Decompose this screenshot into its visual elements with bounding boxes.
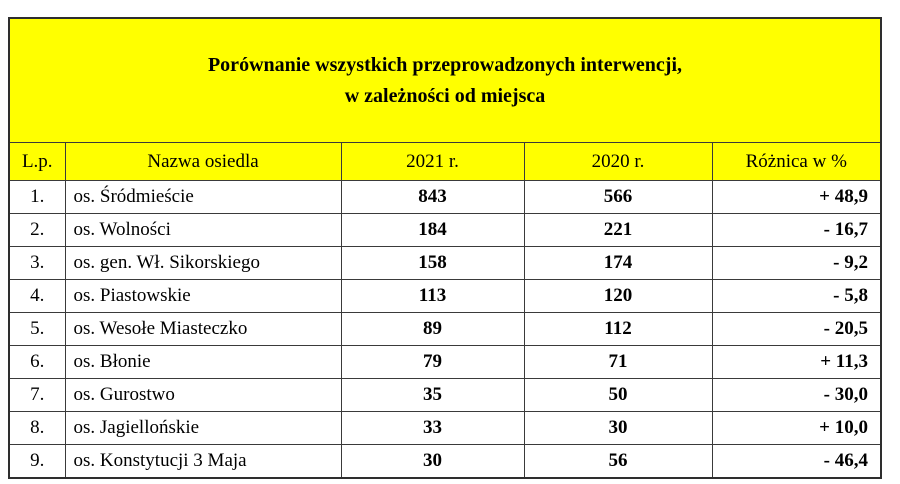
row-2021: 158 — [340, 246, 525, 280]
row-name: os. Gurostwo — [64, 378, 342, 412]
table-row: 4. os. Piastowskie 113 120 - 5,8 — [8, 279, 882, 313]
header-row: L.p. Nazwa osiedla 2021 r. 2020 r. Różni… — [8, 142, 882, 181]
row-lp: 8. — [8, 411, 66, 445]
interventions-table: Porównanie wszystkich przeprowadzonych i… — [8, 17, 882, 479]
column-header-lp: L.p. — [8, 142, 66, 181]
table-title-line1: Porównanie wszystkich przeprowadzonych i… — [207, 53, 683, 76]
row-2021: 79 — [340, 345, 525, 379]
table-title: Porównanie wszystkich przeprowadzonych i… — [8, 17, 882, 143]
row-2020: 30 — [523, 411, 713, 445]
column-header-2021: 2021 r. — [340, 142, 525, 181]
row-2021: 35 — [340, 378, 525, 412]
row-diff: - 30,0 — [711, 378, 882, 412]
row-2020: 221 — [523, 213, 713, 247]
table-row: 1. os. Śródmieście 843 566 + 48,9 — [8, 180, 882, 214]
row-name: os. gen. Wł. Sikorskiego — [64, 246, 342, 280]
row-2020: 120 — [523, 279, 713, 313]
row-2021: 30 — [340, 444, 525, 479]
row-name: os. Śródmieście — [64, 180, 342, 214]
table-row: 2. os. Wolności 184 221 - 16,7 — [8, 213, 882, 247]
row-2020: 56 — [523, 444, 713, 479]
row-diff: + 48,9 — [711, 180, 882, 214]
row-diff: - 9,2 — [711, 246, 882, 280]
row-lp: 7. — [8, 378, 66, 412]
table-row: 5. os. Wesołe Miasteczko 89 112 - 20,5 — [8, 312, 882, 346]
table-row: 9. os. Konstytucji 3 Maja 30 56 - 46,4 — [8, 444, 882, 479]
row-lp: 4. — [8, 279, 66, 313]
title-row: Porównanie wszystkich przeprowadzonych i… — [8, 17, 882, 143]
table-row: 3. os. gen. Wł. Sikorskiego 158 174 - 9,… — [8, 246, 882, 280]
row-lp: 5. — [8, 312, 66, 346]
row-diff: - 46,4 — [711, 444, 882, 479]
row-2020: 112 — [523, 312, 713, 346]
row-2020: 566 — [523, 180, 713, 214]
table-title-line2: w zależności od miejsca — [344, 84, 546, 107]
row-lp: 1. — [8, 180, 66, 214]
row-diff: - 5,8 — [711, 279, 882, 313]
row-2020: 50 — [523, 378, 713, 412]
row-2021: 113 — [340, 279, 525, 313]
row-2021: 184 — [340, 213, 525, 247]
row-2021: 89 — [340, 312, 525, 346]
row-name: os. Jagiellońskie — [64, 411, 342, 445]
table-row: 6. os. Błonie 79 71 + 11,3 — [8, 345, 882, 379]
row-diff: + 11,3 — [711, 345, 882, 379]
row-2021: 843 — [340, 180, 525, 214]
row-diff: - 16,7 — [711, 213, 882, 247]
row-2021: 33 — [340, 411, 525, 445]
row-2020: 174 — [523, 246, 713, 280]
row-diff: + 10,0 — [711, 411, 882, 445]
row-diff: - 20,5 — [711, 312, 882, 346]
row-name: os. Wolności — [64, 213, 342, 247]
row-name: os. Konstytucji 3 Maja — [64, 444, 342, 479]
row-lp: 9. — [8, 444, 66, 479]
table-row: 8. os. Jagiellońskie 33 30 + 10,0 — [8, 411, 882, 445]
row-2020: 71 — [523, 345, 713, 379]
row-name: os. Piastowskie — [64, 279, 342, 313]
column-header-2020: 2020 r. — [523, 142, 713, 181]
row-lp: 2. — [8, 213, 66, 247]
column-header-diff: Różnica w % — [711, 142, 882, 181]
table-row: 7. os. Gurostwo 35 50 - 30,0 — [8, 378, 882, 412]
row-name: os. Błonie — [64, 345, 342, 379]
row-name: os. Wesołe Miasteczko — [64, 312, 342, 346]
row-lp: 3. — [8, 246, 66, 280]
row-lp: 6. — [8, 345, 66, 379]
column-header-name: Nazwa osiedla — [64, 142, 342, 181]
